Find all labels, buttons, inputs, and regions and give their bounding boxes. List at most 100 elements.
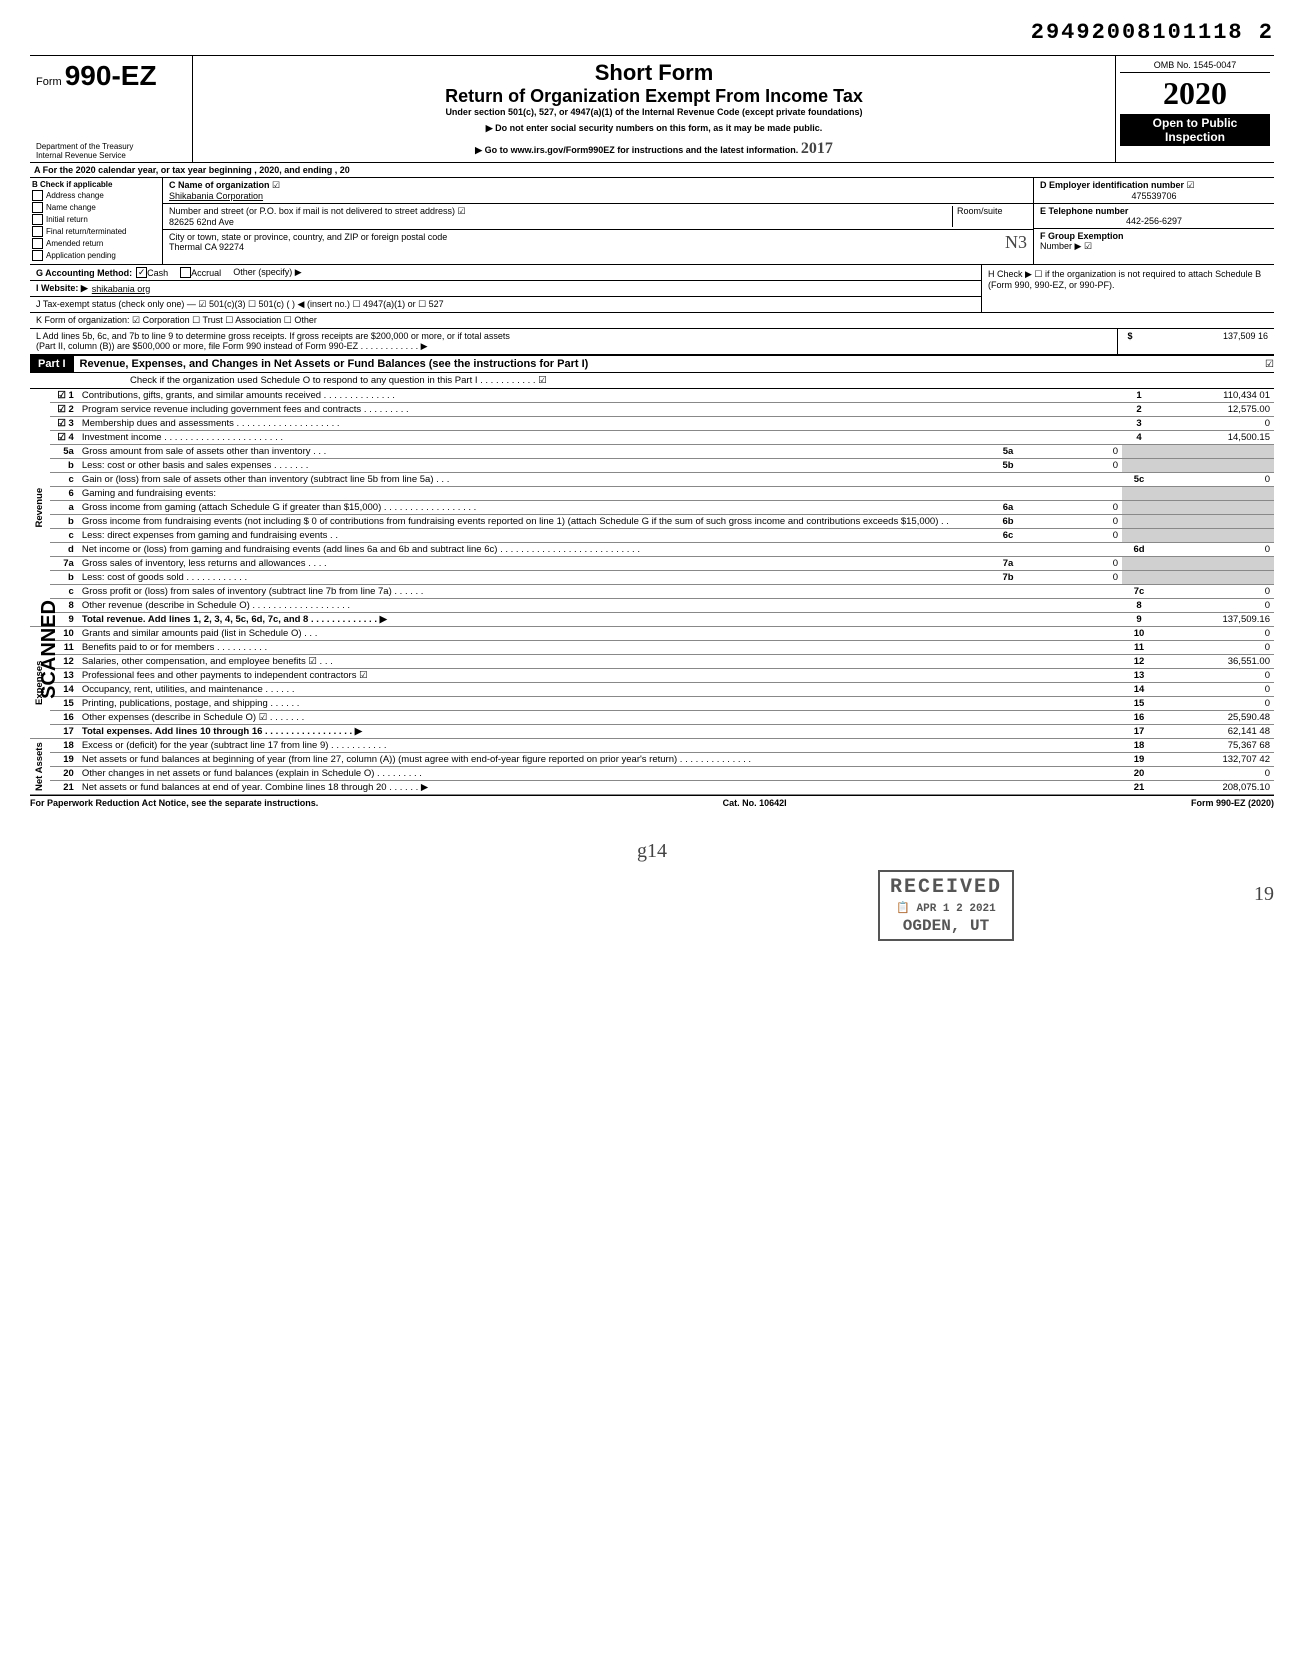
expenses-label: Expenses xyxy=(30,627,50,739)
line15-val: 0 xyxy=(1156,697,1274,711)
line6b-desc: Gross income from fundraising events (no… xyxy=(78,515,992,529)
part1-title: Revenue, Expenses, and Changes in Net As… xyxy=(74,356,1266,372)
l-total-value: 137,509 16 xyxy=(1142,329,1274,354)
line19-val: 132,707 42 xyxy=(1156,753,1274,767)
handwritten-g14: g14 xyxy=(30,840,1274,863)
stamp-date: APR 1 2 2021 xyxy=(917,903,996,915)
line18-desc: Excess or (deficit) for the year (subtra… xyxy=(78,739,1122,753)
line17-val: 62,141 48 xyxy=(1156,725,1274,739)
omb-number: OMB No. 1545-0047 xyxy=(1120,60,1270,73)
line13-val: 0 xyxy=(1156,669,1274,683)
line14-val: 0 xyxy=(1156,683,1274,697)
return-title: Return of Organization Exempt From Incom… xyxy=(201,86,1107,107)
part1-header: Part I Revenue, Expenses, and Changes in… xyxy=(30,355,1274,373)
line7c-val: 0 xyxy=(1156,585,1274,599)
footer-left: For Paperwork Reduction Act Notice, see … xyxy=(30,798,318,808)
row-g: G Accounting Method: Cash Accrual Other … xyxy=(30,265,981,281)
line7a-mid: 0 xyxy=(1024,557,1122,571)
form-number: 990-EZ xyxy=(65,60,157,91)
l-line1: L Add lines 5b, 6c, and 7b to line 9 to … xyxy=(36,331,510,341)
cb-final-return[interactable] xyxy=(32,226,43,237)
ein-value: 475539706 xyxy=(1040,191,1268,201)
line5b-mid: 0 xyxy=(1024,459,1122,473)
line10-val: 0 xyxy=(1156,627,1274,641)
ssn-warning: ▶ Do not enter social security numbers o… xyxy=(201,123,1107,134)
line6c-mid: 0 xyxy=(1024,529,1122,543)
g-label: G Accounting Method: xyxy=(36,268,132,278)
line8-desc: Other revenue (describe in Schedule O) .… xyxy=(78,599,1122,613)
part1-label: Part I xyxy=(30,356,74,372)
handwritten-19: 19 xyxy=(30,883,1274,906)
cb-name-change[interactable] xyxy=(32,202,43,213)
cb-accrual[interactable] xyxy=(180,267,191,278)
line2-val: 12,575.00 xyxy=(1156,403,1274,417)
line3-val: 0 xyxy=(1156,417,1274,431)
form-number-block: Form 990-EZ xyxy=(36,60,186,92)
line19-desc: Net assets or fund balances at beginning… xyxy=(78,753,1122,767)
line1-desc: Contributions, gifts, grants, and simila… xyxy=(78,389,1122,403)
footer-center: Cat. No. 10642I xyxy=(723,798,787,808)
line8-val: 0 xyxy=(1156,599,1274,613)
short-form-title: Short Form xyxy=(201,60,1107,86)
col-b-header: B Check if applicable xyxy=(32,180,160,189)
line16-val: 25,590.48 xyxy=(1156,711,1274,725)
info-block: B Check if applicable Address change Nam… xyxy=(30,178,1274,265)
part1-checkline: Check if the organization used Schedule … xyxy=(30,373,1274,389)
cb-initial-return[interactable] xyxy=(32,214,43,225)
col-c-org: C Name of organization ☑ Shikabania Corp… xyxy=(163,178,1034,264)
line13-desc: Professional fees and other payments to … xyxy=(78,669,1122,683)
line6a-desc: Gross income from gaming (attach Schedul… xyxy=(78,501,992,515)
line4-desc: Investment income . . . . . . . . . . . … xyxy=(78,431,1122,445)
line6-desc: Gaming and fundraising events: xyxy=(78,487,1122,501)
addr-label: Number and street (or P.O. box if mail i… xyxy=(169,206,455,216)
line5a-mid: 0 xyxy=(1024,445,1122,459)
section-a: A For the 2020 calendar year, or tax yea… xyxy=(30,163,1274,178)
lbl-amended-return: Amended return xyxy=(46,239,103,248)
line6d-desc: Net income or (loss) from gaming and fun… xyxy=(78,543,1122,557)
lbl-cash: Cash xyxy=(147,268,168,278)
handwritten-n3: N3 xyxy=(1005,232,1027,253)
line11-val: 0 xyxy=(1156,641,1274,655)
line14-desc: Occupancy, rent, utilities, and maintena… xyxy=(78,683,1122,697)
line6b-mid: 0 xyxy=(1024,515,1122,529)
netassets-label: Net Assets xyxy=(30,739,50,795)
line21-val: 208,075.10 xyxy=(1156,781,1274,795)
cb-application-pending[interactable] xyxy=(32,250,43,261)
dollar-sign: $ xyxy=(1117,329,1142,354)
ein-label: D Employer identification number xyxy=(1040,180,1184,190)
col-c-header: C Name of organization xyxy=(169,180,270,190)
cb-cash[interactable] xyxy=(136,267,147,278)
row-i: I Website: ▶ shikabania org xyxy=(30,281,981,297)
line12-val: 36,551.00 xyxy=(1156,655,1274,669)
line6c-desc: Less: direct expenses from gaming and fu… xyxy=(78,529,992,543)
line2-desc: Program service revenue including govern… xyxy=(78,403,1122,417)
lbl-final-return: Final return/terminated xyxy=(46,227,126,236)
line20-val: 0 xyxy=(1156,767,1274,781)
row-l: L Add lines 5b, 6c, and 7b to line 9 to … xyxy=(30,329,1274,355)
footer-right: Form 990-EZ (2020) xyxy=(1191,798,1274,808)
line20-desc: Other changes in net assets or fund bala… xyxy=(78,767,1122,781)
line5a-desc: Gross amount from sale of assets other t… xyxy=(78,445,992,459)
handwritten-year: 2017 xyxy=(801,140,833,157)
line18-val: 75,367 68 xyxy=(1156,739,1274,753)
form-label: Form xyxy=(36,76,62,88)
city-label: City or town, state or province, country… xyxy=(169,232,447,242)
website-value: shikabania org xyxy=(92,284,151,294)
number-label: Number ▶ xyxy=(1040,241,1081,251)
cb-address-change[interactable] xyxy=(32,190,43,201)
line15-desc: Printing, publications, postage, and shi… xyxy=(78,697,1122,711)
line5c-desc: Gain or (loss) from sale of assets other… xyxy=(78,473,1122,487)
line9-desc: Total revenue. Add lines 1, 2, 3, 4, 5c,… xyxy=(78,613,1122,627)
lbl-other: Other (specify) ▶ xyxy=(233,267,301,278)
under-section: Under section 501(c), 527, or 4947(a)(1)… xyxy=(201,107,1107,117)
cb-amended-return[interactable] xyxy=(32,238,43,249)
stamp-city: OGDEN, UT xyxy=(890,917,1002,935)
revenue-label: Revenue xyxy=(30,389,50,627)
phone-value: 442-256-6297 xyxy=(1040,216,1268,226)
i-label: I Website: ▶ xyxy=(36,283,88,294)
line10-desc: Grants and similar amounts paid (list in… xyxy=(78,627,1122,641)
col-b-checks: B Check if applicable Address change Nam… xyxy=(30,178,163,264)
dept-label: Department of the Treasury Internal Reve… xyxy=(36,142,133,160)
stamp-received: RECEIVED xyxy=(890,876,1002,899)
form-header: Form 990-EZ Department of the Treasury I… xyxy=(30,55,1274,163)
